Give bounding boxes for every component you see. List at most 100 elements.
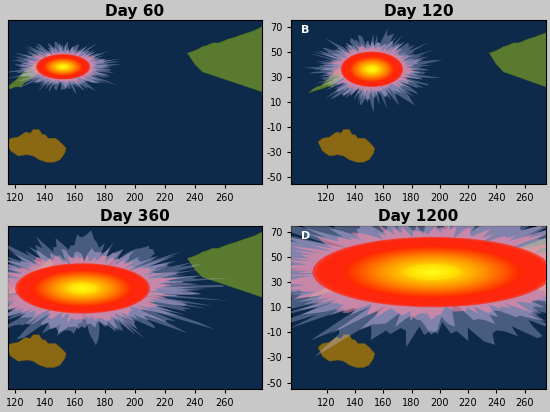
Ellipse shape [56, 279, 109, 298]
Ellipse shape [358, 61, 386, 77]
Ellipse shape [405, 264, 460, 280]
Ellipse shape [329, 242, 536, 302]
Ellipse shape [50, 61, 76, 73]
Ellipse shape [388, 259, 477, 285]
Polygon shape [304, 28, 442, 112]
Ellipse shape [366, 66, 378, 73]
Ellipse shape [395, 261, 470, 283]
Ellipse shape [56, 63, 71, 70]
Ellipse shape [342, 52, 402, 87]
Ellipse shape [355, 60, 389, 79]
Ellipse shape [63, 281, 102, 295]
Ellipse shape [381, 257, 484, 287]
Ellipse shape [53, 62, 73, 71]
Ellipse shape [42, 273, 123, 304]
Title: Day 1200: Day 1200 [378, 209, 459, 225]
Polygon shape [165, 193, 550, 357]
Ellipse shape [343, 53, 400, 85]
Polygon shape [0, 260, 53, 298]
Ellipse shape [60, 66, 66, 68]
Polygon shape [309, 54, 362, 93]
Polygon shape [0, 248, 204, 335]
Ellipse shape [57, 64, 69, 70]
Ellipse shape [59, 65, 67, 68]
Ellipse shape [59, 280, 106, 297]
Ellipse shape [426, 270, 439, 274]
Ellipse shape [402, 263, 464, 281]
Ellipse shape [416, 267, 450, 277]
Ellipse shape [353, 59, 390, 80]
Ellipse shape [367, 66, 377, 72]
Ellipse shape [333, 243, 532, 301]
Polygon shape [212, 201, 550, 335]
Polygon shape [188, 3, 375, 104]
Ellipse shape [357, 250, 508, 294]
Ellipse shape [40, 56, 86, 77]
Ellipse shape [47, 59, 79, 74]
Ellipse shape [35, 270, 131, 307]
Ellipse shape [39, 56, 87, 78]
Ellipse shape [348, 56, 396, 83]
Text: D: D [301, 231, 311, 241]
Polygon shape [25, 50, 98, 84]
Ellipse shape [361, 251, 505, 293]
Polygon shape [6, 335, 66, 368]
Ellipse shape [357, 61, 387, 78]
Polygon shape [490, 3, 550, 104]
Ellipse shape [42, 57, 85, 77]
Polygon shape [319, 40, 430, 104]
Ellipse shape [36, 271, 129, 306]
Ellipse shape [37, 54, 89, 79]
Ellipse shape [364, 252, 502, 292]
Ellipse shape [364, 65, 380, 74]
Polygon shape [0, 230, 233, 345]
Polygon shape [318, 129, 375, 162]
Ellipse shape [337, 244, 529, 300]
Ellipse shape [32, 270, 133, 307]
Ellipse shape [412, 266, 453, 278]
Ellipse shape [371, 254, 494, 290]
Ellipse shape [353, 58, 392, 80]
Title: Day 360: Day 360 [100, 209, 170, 225]
Ellipse shape [356, 60, 388, 78]
Title: Day 120: Day 120 [384, 4, 453, 19]
Ellipse shape [361, 63, 383, 75]
Ellipse shape [378, 256, 488, 288]
Ellipse shape [350, 57, 393, 81]
Ellipse shape [50, 276, 116, 301]
Ellipse shape [62, 66, 65, 68]
Ellipse shape [19, 265, 146, 312]
Ellipse shape [54, 63, 72, 71]
Ellipse shape [48, 60, 78, 74]
Ellipse shape [326, 241, 539, 303]
Ellipse shape [368, 67, 376, 71]
Ellipse shape [46, 59, 81, 75]
Ellipse shape [62, 66, 64, 67]
Ellipse shape [369, 68, 375, 71]
Ellipse shape [350, 57, 394, 82]
Ellipse shape [39, 272, 127, 305]
Ellipse shape [351, 58, 392, 81]
Polygon shape [309, 260, 362, 298]
Ellipse shape [367, 253, 498, 291]
Ellipse shape [343, 53, 402, 86]
Ellipse shape [42, 57, 84, 77]
Ellipse shape [54, 63, 73, 71]
Polygon shape [3, 42, 121, 95]
Ellipse shape [375, 255, 491, 289]
Ellipse shape [44, 274, 121, 303]
Ellipse shape [38, 55, 89, 79]
Ellipse shape [71, 284, 94, 293]
Ellipse shape [48, 276, 117, 301]
Ellipse shape [430, 271, 436, 273]
Ellipse shape [21, 265, 144, 311]
Ellipse shape [17, 264, 148, 313]
Ellipse shape [65, 282, 100, 295]
Ellipse shape [58, 279, 108, 298]
Ellipse shape [365, 65, 379, 73]
Ellipse shape [345, 54, 399, 84]
Polygon shape [318, 335, 375, 368]
Ellipse shape [75, 286, 90, 291]
Ellipse shape [343, 246, 522, 298]
Ellipse shape [62, 281, 104, 296]
